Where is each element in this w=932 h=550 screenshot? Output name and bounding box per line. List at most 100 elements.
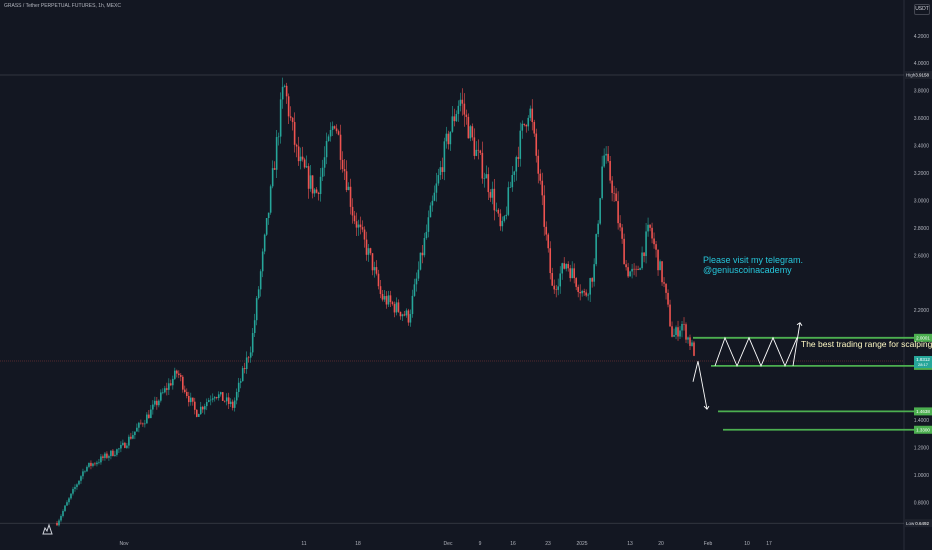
candle-body [172, 378, 174, 386]
candle-body [100, 456, 102, 463]
breakdown-arrowhead [703, 405, 710, 410]
candle-body [225, 397, 228, 402]
candle-body [339, 134, 342, 160]
candle-body [625, 264, 627, 268]
candle-body [233, 400, 236, 408]
candle-body [201, 406, 204, 410]
candle-body [517, 157, 520, 159]
candle-body [307, 166, 310, 189]
candle-body [323, 157, 326, 168]
candle-body [535, 133, 538, 156]
candle-body [162, 392, 164, 393]
level-price-label: 1.4638 [916, 409, 930, 414]
candle-body [249, 352, 252, 358]
candle-body [411, 295, 414, 315]
candle-body [461, 99, 464, 104]
candle-body [311, 175, 314, 194]
candle-body [569, 268, 571, 279]
candle-body [367, 248, 370, 255]
candle-body [76, 484, 78, 488]
candle-body [573, 268, 575, 279]
candle-body [641, 252, 643, 269]
candle-body [547, 234, 550, 249]
candle-body [581, 290, 583, 294]
candle-body [479, 150, 482, 153]
candle-body [425, 231, 428, 239]
candle-body [357, 224, 360, 228]
candle-body [463, 103, 466, 115]
chart-title: GRASS / Tether PERPETUAL FUTURES, 1h, ME… [4, 3, 121, 9]
candle-body [643, 252, 645, 257]
candle-body [427, 217, 430, 232]
candle-body [269, 186, 272, 213]
candle-body [605, 153, 607, 156]
tradingview-logo-icon[interactable] [41, 522, 55, 536]
candle-body [471, 126, 474, 138]
candle-body [381, 293, 384, 300]
candle-body [657, 249, 659, 271]
candle-body [511, 174, 514, 188]
candle-body [453, 116, 456, 122]
candle-body [675, 327, 677, 335]
candle-body [275, 137, 278, 170]
candle-body [168, 383, 170, 390]
candle-body [493, 188, 496, 211]
candle-body [563, 263, 566, 269]
high-price-label: 3.9158 [915, 73, 929, 78]
candle-body [287, 96, 290, 117]
level-tag-support-2 [914, 425, 932, 434]
level-tag-support-1 [914, 407, 932, 416]
candle-body [677, 327, 679, 337]
candle-body [148, 414, 150, 419]
candle-body [615, 193, 617, 202]
candle-body [545, 226, 548, 235]
candle-body [469, 126, 472, 139]
y-tick-label: 3.6000 [914, 116, 930, 122]
candle-body [417, 269, 420, 279]
y-tick-label: 2.2000 [914, 308, 930, 314]
level-price-label: 1.3300 [916, 427, 930, 432]
candle-body [645, 231, 647, 257]
candle-body [178, 373, 180, 376]
candle-body [295, 144, 298, 147]
candle-body [413, 284, 416, 296]
candle-body [485, 174, 488, 179]
candle-body [253, 320, 256, 334]
candle-body [607, 153, 609, 161]
telegram-line-2: @geniuscoinacademy [703, 265, 792, 275]
candle-body [217, 394, 220, 399]
candle-body [603, 155, 605, 167]
candle-body [215, 397, 218, 399]
candle-body [359, 224, 362, 228]
y-tick-label: 1.4000 [914, 418, 930, 424]
currency-selector[interactable]: USDT [914, 4, 930, 15]
candle-body [86, 466, 88, 472]
candle-body [457, 105, 460, 115]
candle-body [305, 166, 308, 168]
candle-body [84, 471, 86, 472]
candle-body [267, 212, 270, 219]
candle-body [191, 397, 194, 402]
candle-body [152, 404, 154, 410]
x-tick-label: 11 [301, 541, 306, 547]
candle-body [261, 251, 264, 272]
y-tick-label: 2.6000 [914, 253, 930, 259]
candle-body [154, 400, 156, 405]
candle-body [317, 192, 320, 194]
candle-body [565, 263, 568, 269]
candle-body [561, 263, 564, 274]
candle-body [559, 273, 562, 287]
candle-body [549, 248, 552, 274]
candle-body [144, 423, 146, 425]
candle-body [503, 216, 506, 221]
candle-body [491, 188, 494, 198]
candle-body [337, 131, 340, 135]
candle-body [579, 291, 581, 294]
candle-body [70, 493, 72, 499]
telegram-annotation: Please visit my telegram. @geniuscoinaca… [703, 255, 803, 275]
candle-body [237, 382, 240, 392]
candle-body [106, 453, 108, 458]
candle-body [585, 292, 587, 296]
